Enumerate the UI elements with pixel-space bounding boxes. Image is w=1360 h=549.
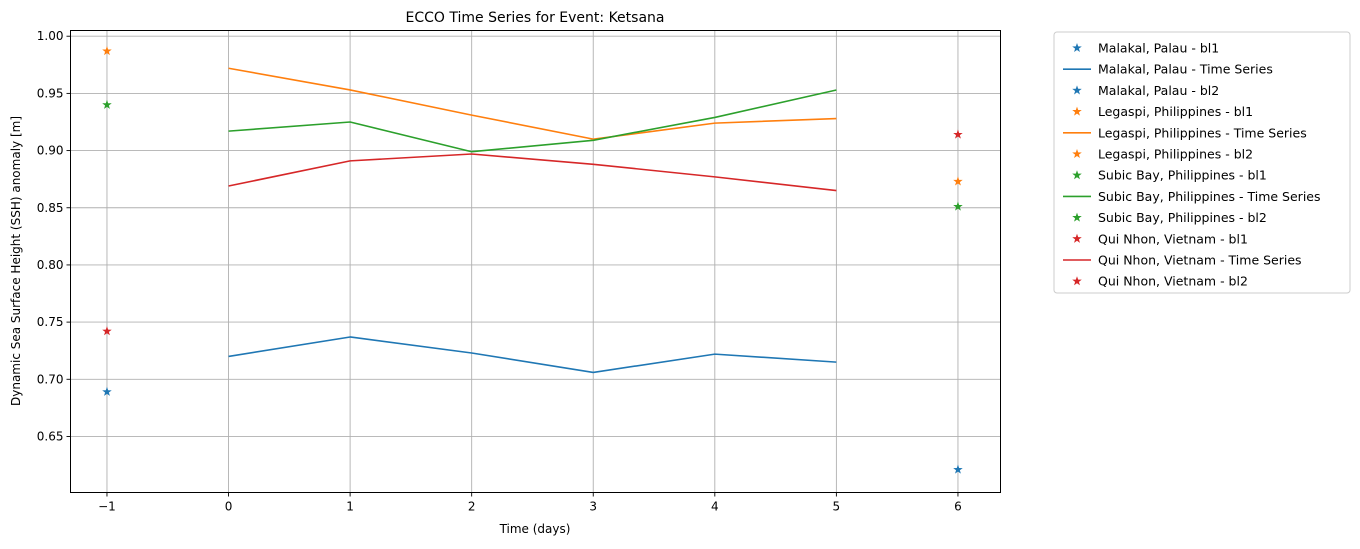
x-tick-label: −1: [98, 500, 116, 514]
legend-box: [1053, 31, 1351, 294]
x-tick-label: 6: [954, 500, 962, 514]
qui-nhon-vietnam-bl1-marker: [102, 326, 112, 336]
y-tick-label: 1.00: [37, 29, 64, 43]
y-tick-label: 0.70: [37, 372, 64, 386]
y-tick-label: 0.85: [37, 201, 64, 215]
axes: −1 0 1 2 3 4 5 6 0.65 0.70 0.75 0.80 0.85 0.90 0.95 1.0…: [37, 29, 962, 513]
malakal-palau-bl2-marker: [953, 464, 963, 474]
legend-entry-label: Legaspi, Philippines - bl1: [1098, 104, 1253, 119]
y-tick-label: 0.80: [37, 258, 64, 272]
legend-entry-label: Legaspi, Philippines - bl2: [1098, 147, 1253, 162]
legend-star-swatch: [1072, 149, 1082, 159]
legend-entry-label: Legaspi, Philippines - Time Series: [1098, 125, 1307, 140]
x-tick-label: 1: [346, 500, 354, 514]
malakal-palau-bl1-marker: [102, 386, 112, 396]
legend-entry-label: Qui Nhon, Vietnam - bl2: [1098, 274, 1248, 289]
legend-entry-label: Qui Nhon, Vietnam - Time Series: [1098, 253, 1302, 268]
legend-entry-label: Qui Nhon, Vietnam - bl1: [1098, 231, 1248, 246]
legend-entry-label: Malakal, Palau - Time Series: [1098, 62, 1273, 77]
legend-star-swatch: [1072, 170, 1082, 180]
x-tick-label: 2: [468, 500, 476, 514]
legend-star-swatch: [1072, 276, 1082, 286]
legend: Malakal, Palau - bl1 Malakal, Palau - Tim…: [1053, 31, 1351, 294]
legaspi-philippines-bl2-marker: [953, 176, 963, 186]
legend-star-swatch: [1072, 85, 1082, 95]
malakal-palau-time-series-line: [228, 336, 837, 374]
qui-nhon-vietnam-bl2-marker: [953, 129, 963, 139]
legend-entry-label: Subic Bay, Philippines - bl1: [1098, 168, 1267, 183]
x-axis-label: Time (days): [499, 522, 571, 536]
legend-entry-label: Malakal, Palau - bl2: [1098, 83, 1219, 98]
grid-lines: [70, 30, 1001, 493]
legaspi-philippines-time-series-line: [228, 67, 837, 140]
y-axis-label: Dynamic Sea Surface Height (SSH) anomaly…: [9, 116, 23, 406]
subic-bay-philippines-bl1-marker: [102, 99, 112, 109]
x-tick-label: 0: [225, 500, 233, 514]
plot-frame: [70, 30, 1001, 493]
subic-bay-philippines-time-series-line: [228, 89, 837, 153]
y-tick-label: 0.95: [37, 86, 64, 100]
legend-star-swatch: [1072, 233, 1082, 243]
x-tick-label: 4: [711, 500, 719, 514]
chart-title: ECCO Time Series for Event: Ketsana: [406, 10, 665, 26]
y-tick-label: 0.90: [37, 144, 64, 158]
legend-star-swatch: [1072, 43, 1082, 53]
series-layer: [102, 46, 963, 474]
x-tick-label: 3: [589, 500, 597, 514]
legend-entry-label: Malakal, Palau - bl1: [1098, 41, 1219, 56]
legend-entry-label: Subic Bay, Philippines - Time Series: [1098, 189, 1321, 204]
legend-star-swatch: [1072, 106, 1082, 116]
subic-bay-philippines-bl2-marker: [953, 201, 963, 211]
x-tick-label: 5: [833, 500, 841, 514]
legend-star-swatch: [1072, 212, 1082, 222]
qui-nhon-vietnam-time-series-line: [228, 153, 837, 192]
legend-entry-label: Subic Bay, Philippines - bl2: [1098, 210, 1267, 225]
legaspi-philippines-bl1-marker: [102, 46, 112, 56]
y-tick-label: 0.65: [37, 429, 64, 443]
y-tick-label: 0.75: [37, 315, 64, 329]
